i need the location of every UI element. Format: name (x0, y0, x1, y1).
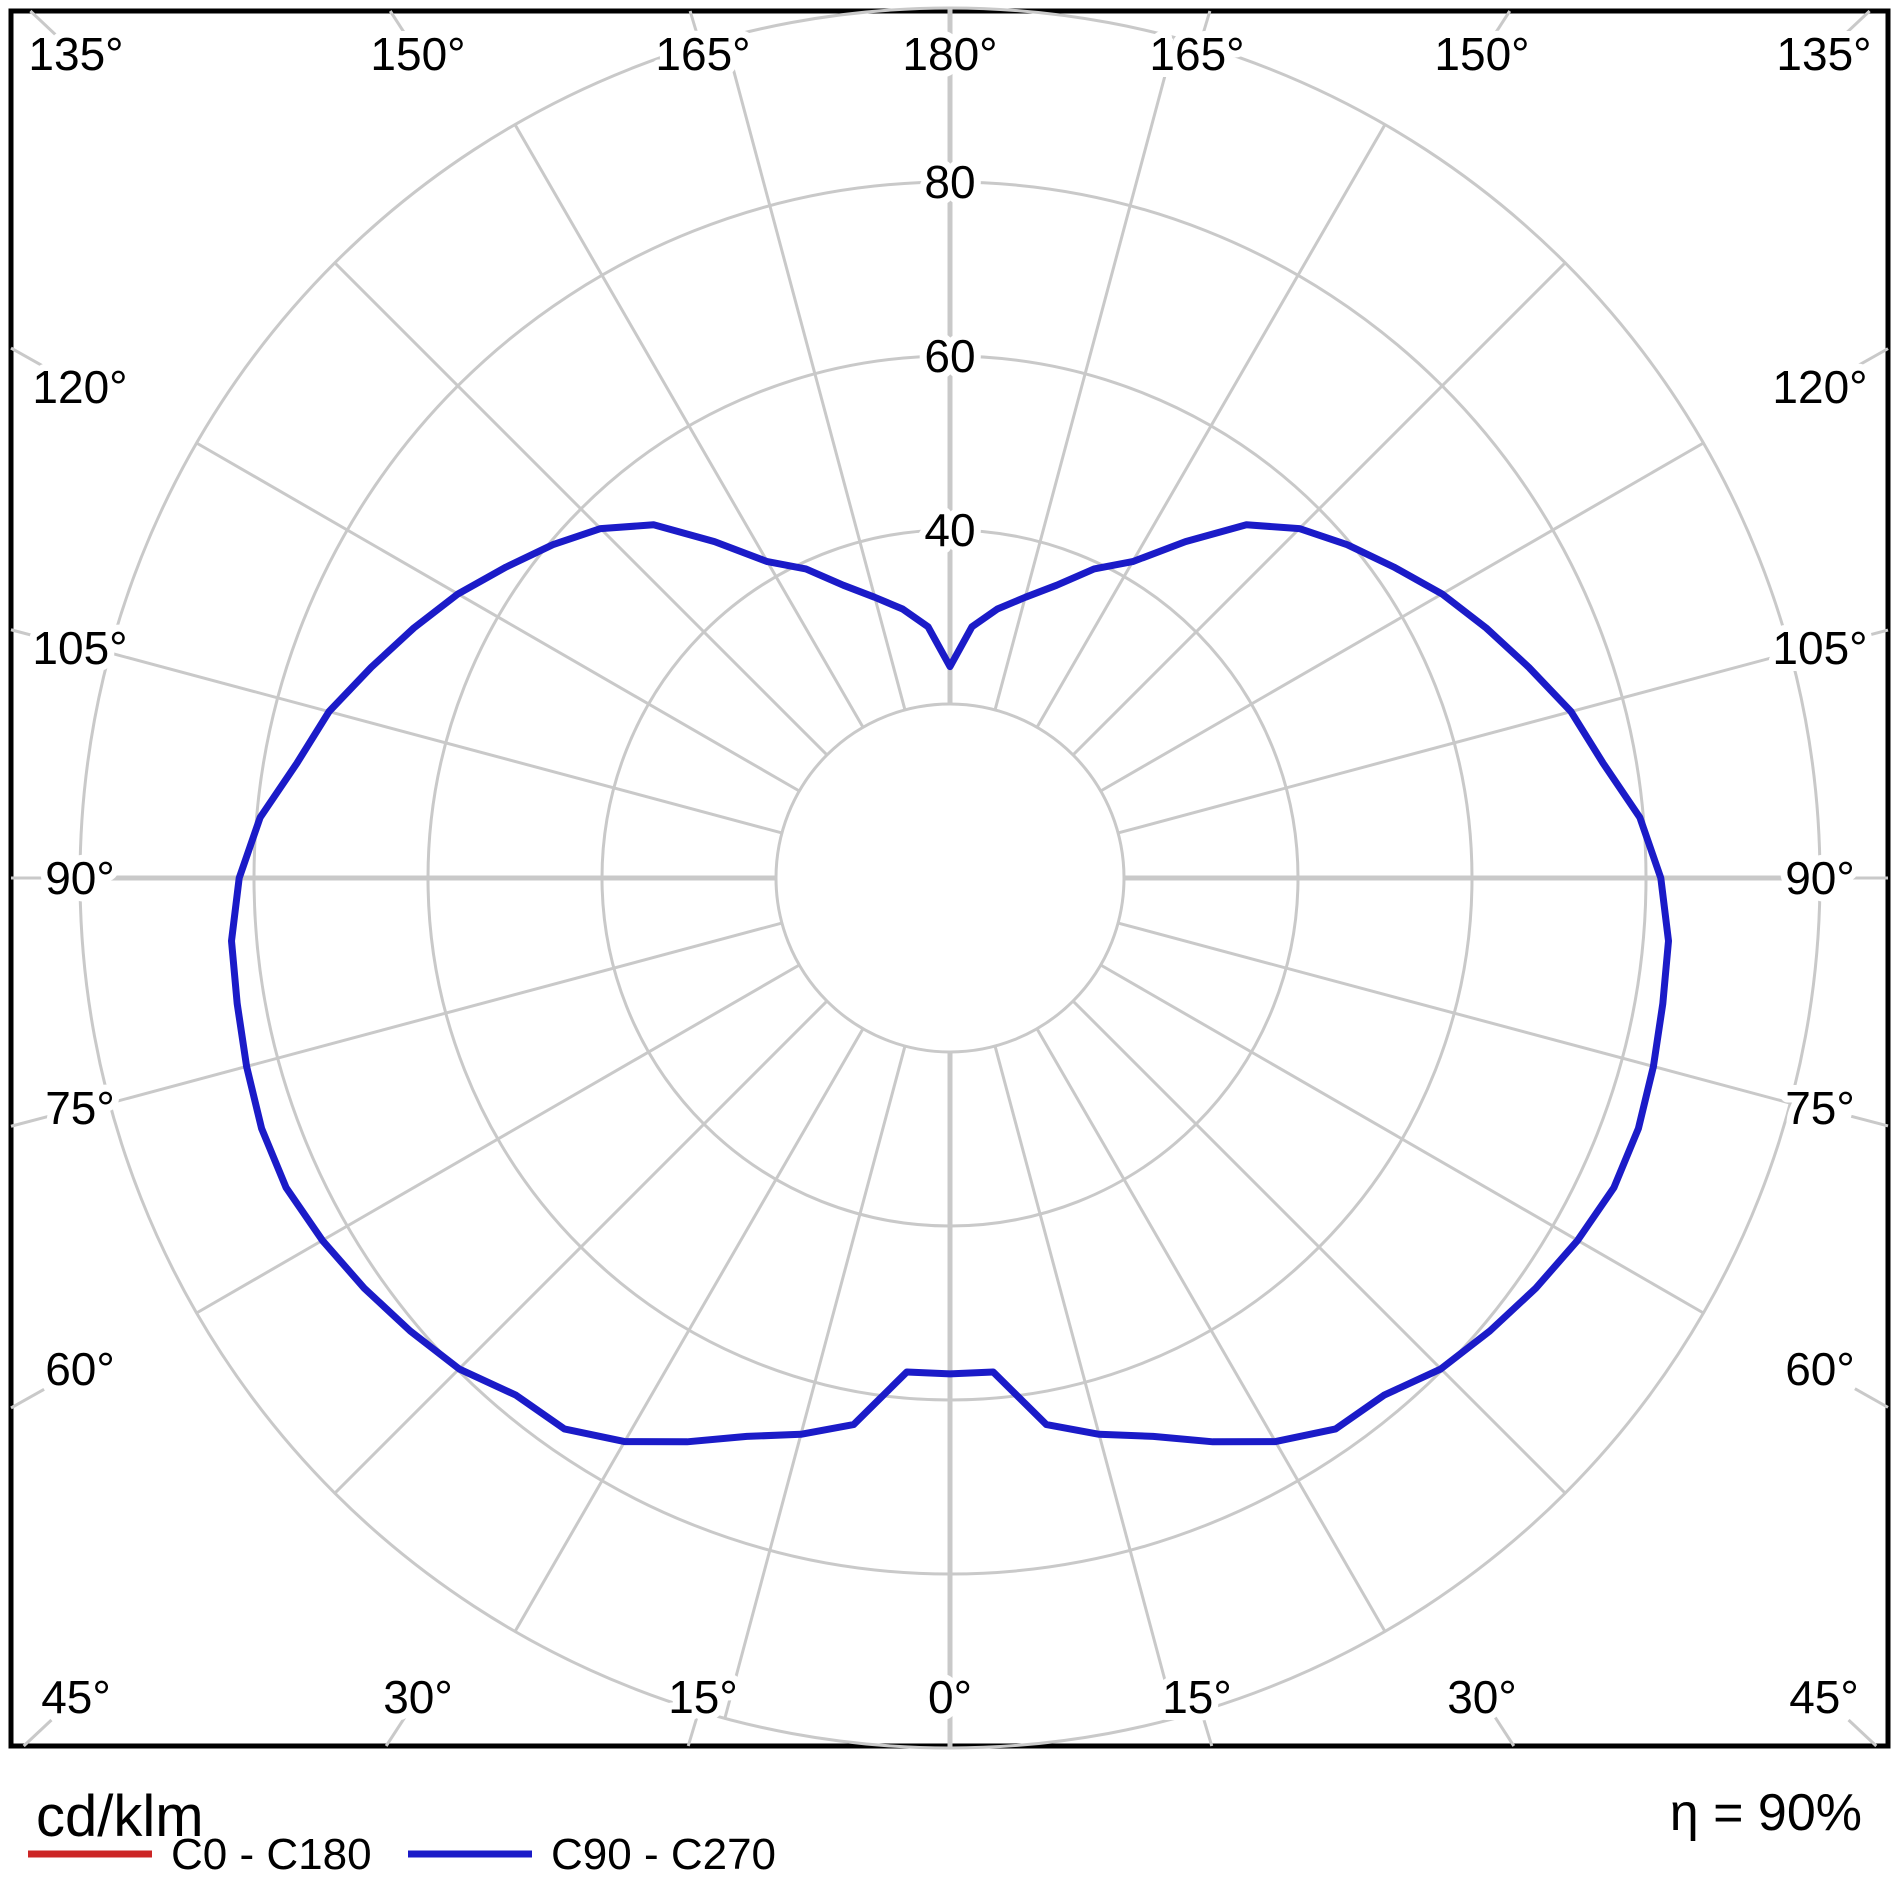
legend-label-c0-c180: C0 - C180 (171, 1830, 372, 1879)
grid-spoke-15 (993, 1045, 1177, 1719)
angle-label-bottom-4: 15° (1162, 1671, 1232, 1723)
angle-label-right-1: 105° (1772, 622, 1867, 674)
grid-spoke-165 (993, 37, 1177, 711)
angle-label-left-1-tick (10, 628, 49, 641)
angle-label-right-2: 90° (1785, 852, 1855, 904)
angle-label-right-4: 60° (1785, 1343, 1855, 1395)
angle-label-bottom-4-tick (1199, 1709, 1214, 1747)
angle-label-bottom-5-tick (1491, 1713, 1516, 1747)
angle-label-right-0: 120° (1772, 361, 1867, 413)
angle-label-top-5-tick (1487, 10, 1512, 44)
grid-ring-20 (774, 702, 1126, 1054)
polar-grid (10, 6, 1889, 1750)
grid-spoke-135 (1071, 261, 1567, 757)
grid-spoke-285 (109, 921, 783, 1105)
angle-label-left-4-tick (10, 1387, 45, 1410)
angle-label-bottom-1-tick (384, 1713, 409, 1747)
angle-label-bottom-1: 30° (383, 1671, 453, 1723)
angle-label-left-0: 120° (32, 361, 127, 413)
grid-spoke-30 (1035, 1027, 1387, 1633)
grid-spoke-105 (1117, 651, 1791, 835)
angle-label-left-4: 60° (45, 1343, 115, 1395)
angle-label-top-3: 180° (902, 28, 997, 80)
angle-label-top-0-tick (29, 9, 60, 39)
grid-spoke-225 (333, 261, 829, 757)
angle-label-bottom-6-tick (1847, 1718, 1878, 1748)
angle-label-right-4-tick (1854, 1387, 1889, 1409)
angle-label-left-1: 105° (32, 622, 127, 674)
angle-label-bottom-6: 45° (1789, 1671, 1859, 1723)
angle-label-right-3-tick (1850, 1114, 1889, 1128)
grid-spoke-195 (723, 37, 907, 711)
angle-label-top-1: 150° (370, 28, 465, 80)
angle-label-top-4: 165° (1149, 28, 1244, 80)
angle-label-bottom-0: 45° (41, 1671, 111, 1723)
angle-label-right-0-tick (1854, 347, 1889, 369)
angle-label-top-1-tick (388, 10, 413, 44)
grid-spoke-75 (1117, 921, 1791, 1105)
angle-label-left-3-tick (10, 1115, 49, 1128)
radial-label-40: 40 (924, 504, 975, 556)
angle-label-right-3: 75° (1785, 1082, 1855, 1134)
angle-label-right-1-tick (1850, 628, 1889, 642)
curve-c90-c270 (228, 521, 1672, 1446)
grid-spoke-60 (1099, 963, 1705, 1315)
angle-label-bottom-5: 30° (1447, 1671, 1517, 1723)
intensity-curves (228, 521, 1672, 1446)
angle-label-bottom-3: 0° (928, 1671, 972, 1723)
angle-label-left-2: 90° (45, 852, 115, 904)
axis-labels: 135° 150° 165° 180° 165° 150° 135° 45° 30° 15° 0° 1… (21, 21, 1878, 1730)
grid-spoke-45 (1071, 999, 1567, 1495)
grid-spoke-345 (723, 1045, 907, 1719)
angle-label-left-0-tick (10, 346, 45, 369)
grid-spoke-150 (1035, 123, 1387, 729)
grid-spoke-120 (1099, 441, 1705, 793)
angle-label-top-2: 165° (655, 28, 750, 80)
grid-spoke-255 (109, 651, 783, 835)
legend-label-c90-c270: C90 - C270 (551, 1830, 776, 1879)
grid-spoke-315 (333, 999, 829, 1495)
angle-label-top-6: 135° (1776, 28, 1871, 80)
unit-label: cd/klm (36, 1784, 204, 1849)
radial-label-80: 80 (924, 156, 975, 208)
chart-footer: cd/klm C0 - C180 C90 - C270 η = 90% (28, 1784, 1862, 1879)
grid-spoke-240 (195, 441, 801, 793)
angle-label-top-5: 150° (1434, 28, 1529, 80)
radial-label-60: 60 (924, 330, 975, 382)
angle-label-top-0: 135° (28, 28, 123, 80)
efficiency-label: η = 90% (1670, 1784, 1862, 1842)
angle-label-bottom-2: 15° (668, 1671, 738, 1723)
angle-label-bottom-2-tick (686, 1709, 701, 1747)
grid-spoke-300 (195, 963, 801, 1315)
angle-label-left-3: 75° (45, 1082, 115, 1134)
angle-label-top-4-tick (1197, 10, 1212, 48)
grid-spoke-330 (513, 1027, 865, 1633)
angle-label-top-6-tick (1840, 9, 1871, 39)
grid-spoke-210 (513, 123, 865, 729)
angle-label-bottom-0-tick (22, 1718, 53, 1748)
angle-label-top-2-tick (688, 10, 703, 48)
